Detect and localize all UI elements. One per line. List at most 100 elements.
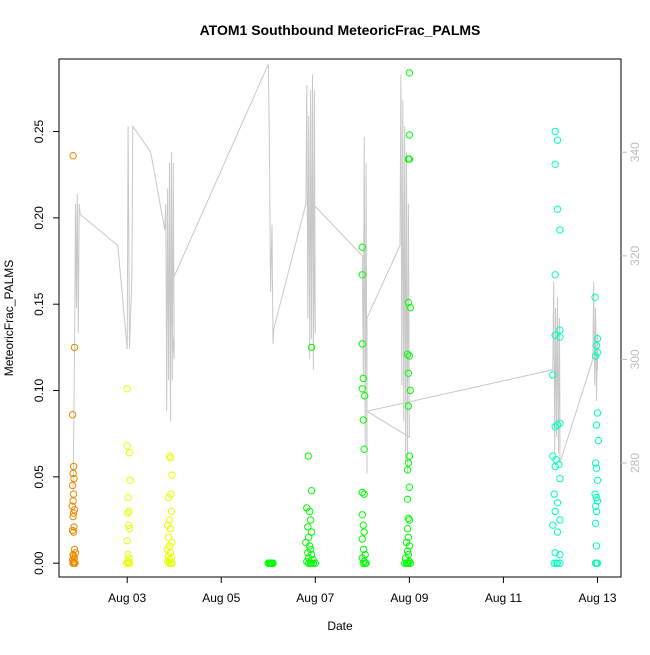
- data-point: [166, 454, 175, 462]
- data-point: [556, 226, 564, 234]
- data-point: [549, 371, 557, 379]
- data-point: [70, 523, 78, 531]
- data-point: [551, 549, 559, 557]
- y-tick-label: 0.05: [32, 465, 46, 489]
- data-point: [70, 343, 79, 352]
- series-1: [123, 385, 176, 567]
- data-point: [405, 542, 414, 550]
- y-tick-label: 0.20: [32, 206, 46, 230]
- data-point: [168, 471, 176, 479]
- data-point: [591, 490, 599, 498]
- data-point: [360, 528, 368, 536]
- data-point: [404, 402, 413, 410]
- y2-tick-label: 320: [628, 245, 642, 265]
- data-point: [553, 421, 562, 429]
- x-tick-label: Aug 07: [296, 591, 334, 605]
- secondary-line: [72, 63, 598, 489]
- data-point: [404, 559, 413, 567]
- data-point: [69, 509, 78, 517]
- data-point: [69, 490, 78, 498]
- data-point: [362, 559, 370, 567]
- data-point: [556, 516, 564, 524]
- data-point: [550, 559, 558, 567]
- data-point: [307, 487, 316, 495]
- data-point: [123, 559, 131, 567]
- y2-tick-label: 300: [628, 349, 642, 369]
- data-point: [359, 374, 367, 383]
- data-point: [70, 474, 78, 483]
- plot-frame: [58, 58, 622, 578]
- data-point: [591, 352, 600, 360]
- data-point: [555, 461, 563, 469]
- data-point: [306, 542, 314, 550]
- data-point: [166, 549, 175, 557]
- data-point: [304, 549, 312, 557]
- data-point: [592, 542, 601, 550]
- secondary-line-layer: [72, 63, 598, 489]
- data-point: [123, 385, 131, 393]
- data-points-layer: [68, 69, 603, 567]
- data-point: [68, 526, 77, 535]
- data-point: [69, 512, 77, 521]
- data-point: [593, 348, 602, 357]
- series-0: [68, 152, 80, 567]
- data-point: [404, 298, 413, 307]
- data-point: [556, 550, 564, 559]
- data-point: [123, 442, 131, 450]
- data-point: [404, 533, 413, 541]
- data-point: [592, 507, 601, 516]
- x-tick-label: Aug 05: [202, 591, 240, 605]
- data-point: [592, 464, 601, 472]
- data-point: [403, 495, 412, 503]
- data-point: [406, 386, 414, 395]
- data-point: [358, 511, 366, 519]
- data-point: [360, 490, 368, 498]
- data-point: [167, 507, 176, 516]
- data-point: [125, 525, 134, 533]
- data-point: [304, 523, 312, 531]
- data-point: [305, 559, 313, 567]
- data-point: [405, 452, 414, 460]
- data-point: [304, 452, 312, 460]
- x-axis: Aug 03 Aug 05 Aug 07 Aug 09 Aug 11 Aug 13: [108, 577, 617, 605]
- data-point: [404, 514, 413, 522]
- data-point: [68, 411, 77, 419]
- data-point: [405, 483, 414, 491]
- data-point: [403, 350, 412, 358]
- data-point: [551, 462, 559, 471]
- data-point: [358, 271, 366, 279]
- data-point: [405, 69, 414, 77]
- y-axis-title: MeteoricFrac_PALMS: [2, 260, 16, 376]
- chart-title: ATOM1 Southbound MeteoricFrac_PALMS: [200, 22, 481, 38]
- data-point: [358, 340, 366, 348]
- data-point: [591, 293, 599, 301]
- data-point: [593, 476, 602, 484]
- x-tick-label: Aug 13: [578, 591, 616, 605]
- data-point: [69, 497, 77, 505]
- data-point: [591, 459, 600, 467]
- data-point: [403, 525, 412, 533]
- data-point: [556, 326, 564, 334]
- data-point: [404, 459, 413, 467]
- data-point: [403, 547, 412, 555]
- data-point: [165, 452, 174, 460]
- data-point: [164, 533, 173, 541]
- x-axis-title: Date: [327, 619, 353, 633]
- data-point: [126, 476, 134, 484]
- data-point: [593, 335, 602, 343]
- series-2: [264, 69, 414, 567]
- data-point: [358, 385, 366, 393]
- data-point: [168, 559, 176, 567]
- data-point: [165, 559, 173, 567]
- data-point: [551, 271, 559, 279]
- data-point: [165, 516, 174, 524]
- data-point: [551, 331, 559, 339]
- data-point: [551, 507, 559, 516]
- data-point: [406, 303, 414, 312]
- data-point: [125, 507, 133, 516]
- x-tick-label: Aug 11: [485, 591, 522, 605]
- data-point: [358, 488, 366, 497]
- y-tick-label: 0.10: [32, 378, 46, 402]
- data-point: [70, 506, 79, 514]
